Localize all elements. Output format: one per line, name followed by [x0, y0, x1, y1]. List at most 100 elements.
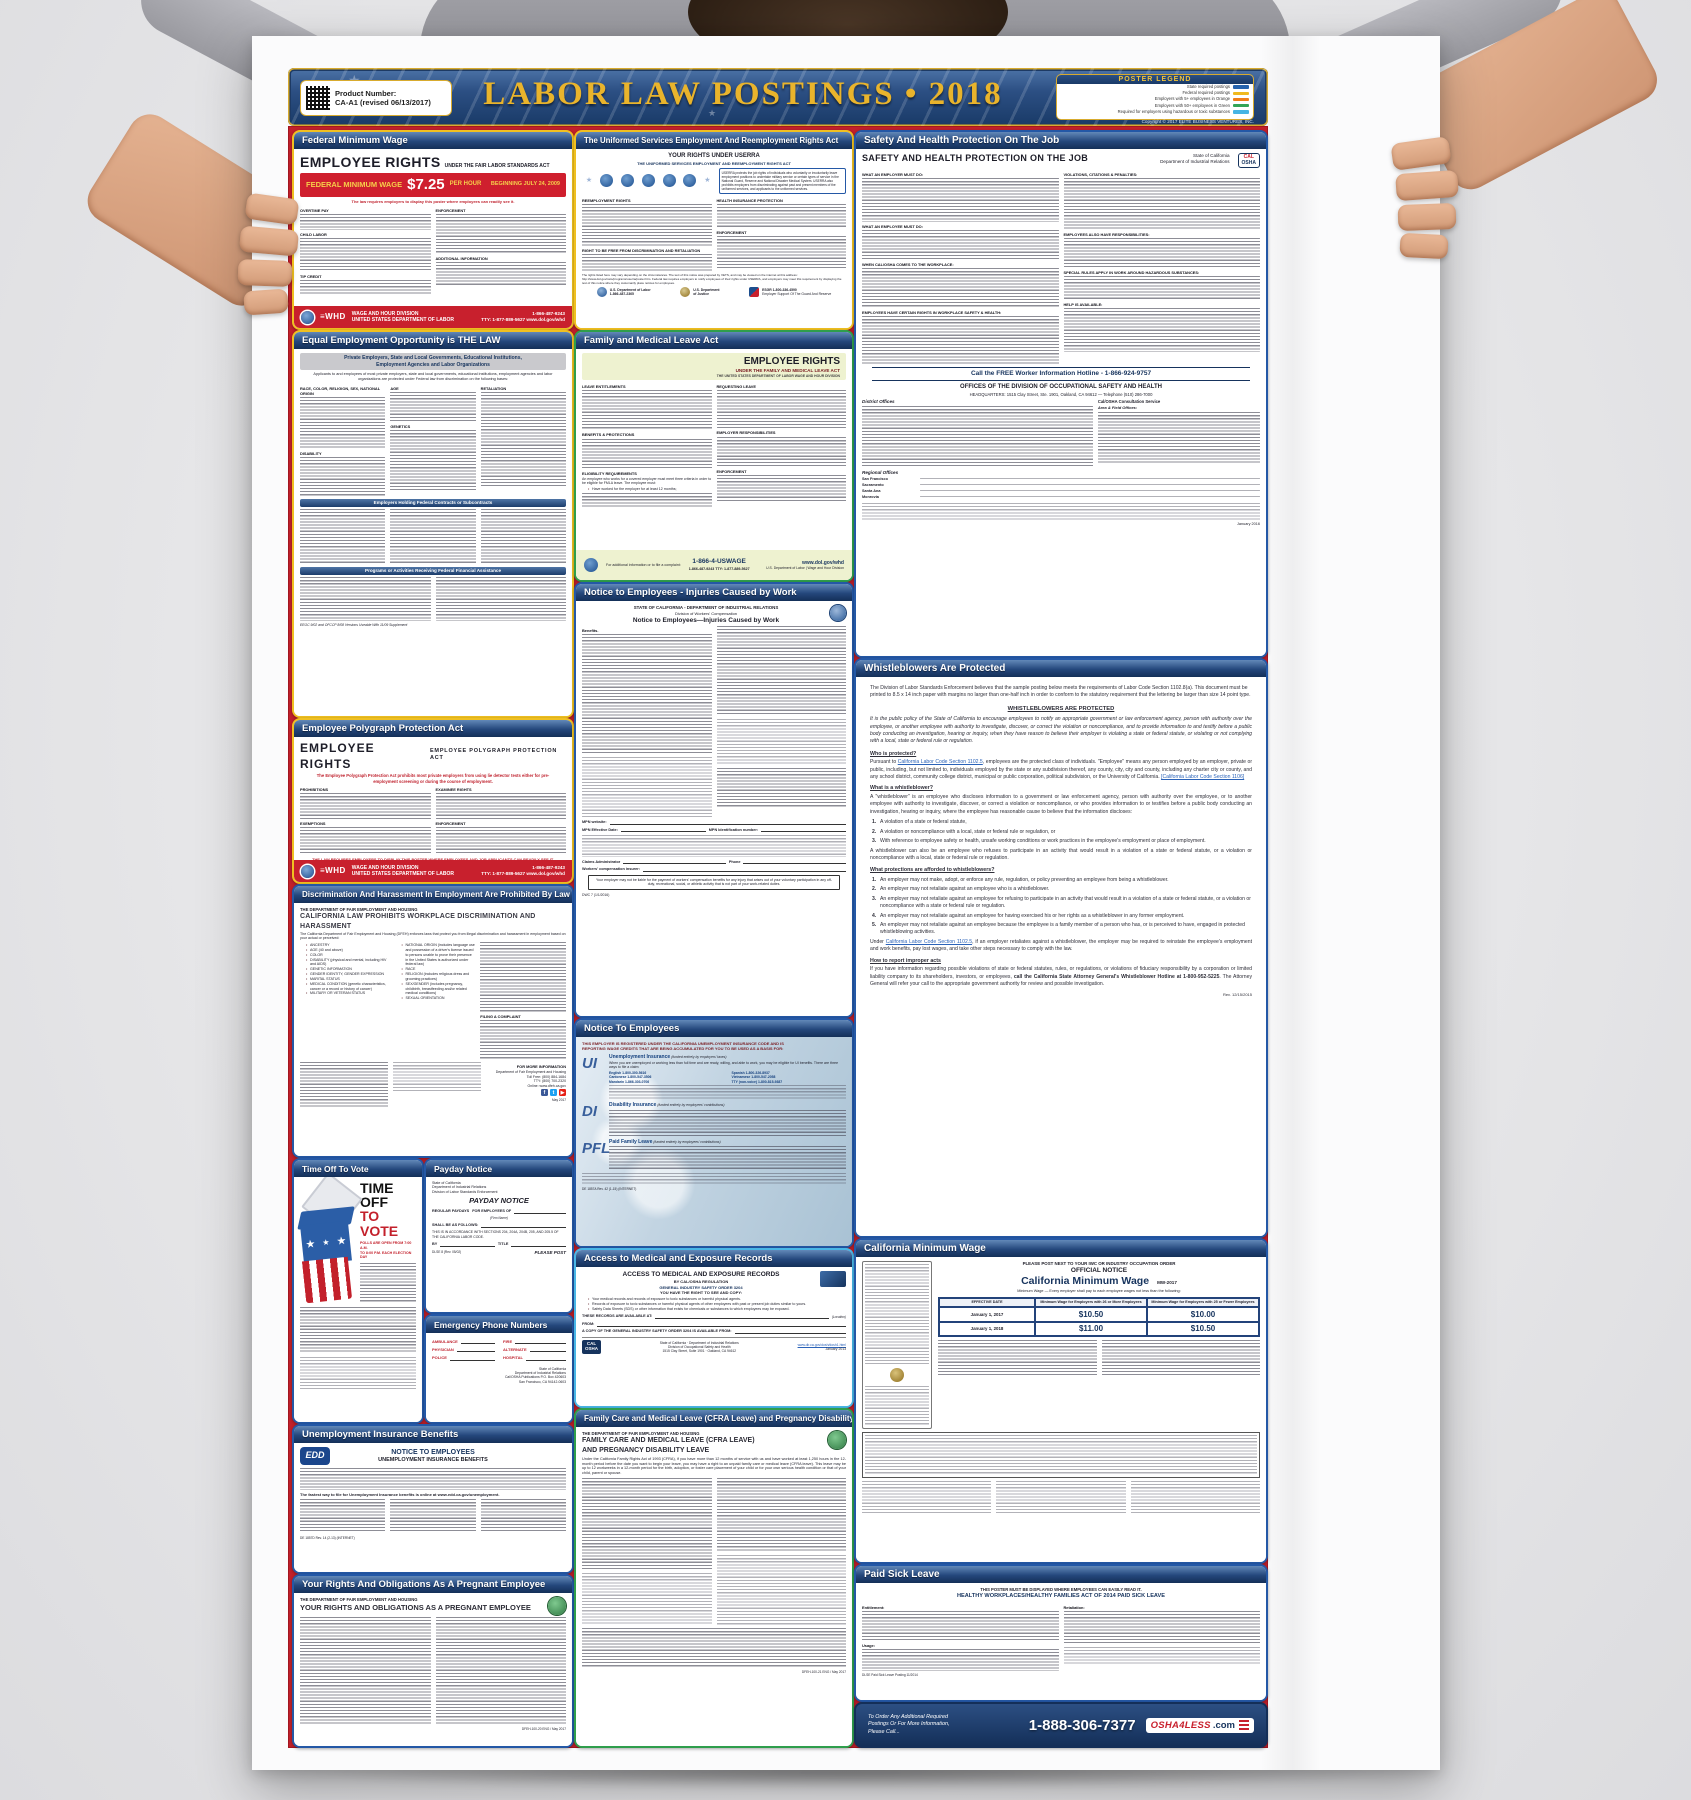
whistle-rev: Rev. 12/15/2015	[1222, 992, 1252, 998]
text-block	[435, 1617, 566, 1725]
text-block	[716, 474, 846, 503]
subheading: SPECIAL RULES APPLY IN WORK AROUND HAZAR…	[1063, 270, 1200, 276]
text-block	[300, 793, 431, 820]
subheading: TIP CREDIT	[300, 274, 322, 280]
payday-title-label: TITLE	[497, 1241, 509, 1246]
whistle-disclosure-item: A violation of a state or federal statut…	[872, 819, 967, 826]
eeo-intro: Applicants to and employees of most priv…	[313, 372, 553, 381]
legend-item: State required postings	[1057, 84, 1253, 90]
text-block	[716, 768, 846, 809]
safety-area-label: Area & Field Offices:	[1097, 405, 1138, 411]
section-title: Notice To Employees	[584, 1023, 680, 1034]
text-block	[716, 626, 846, 717]
mw-amount: $10.50	[1147, 1321, 1259, 1337]
whistle-heading: WHISTLEBLOWERS ARE PROTECTED	[1007, 705, 1115, 712]
cfra-code: DFEH-100-21 ENG / May 2017	[801, 1670, 846, 1675]
esgr-label: ESGR	[762, 287, 772, 292]
subheading: PROHIBITIONS	[300, 787, 329, 793]
vote-big1: TIME OFF	[360, 1180, 394, 1210]
text-block	[300, 1307, 416, 1354]
edd-pfl-sub: (funded entirely by employees' contribut…	[653, 1139, 721, 1144]
subheading: AGE	[390, 385, 399, 391]
subheading: EMPLOYER RESPONSIBILITIES	[716, 430, 776, 436]
section-pregnant-employee: Your Rights And Obligations As A Pregnan…	[292, 1574, 574, 1748]
dol-seal-icon	[596, 287, 607, 298]
subheading: WHAT AN EMPLOYEE MUST DO:	[862, 224, 923, 230]
payday-law: THIS IS IN ACCORDANCE WITH SECTIONS 204,…	[432, 1230, 559, 1239]
edd-phone: Mandarin 1-866-303-0706	[609, 1079, 650, 1084]
subheading: Entitlement:	[862, 1604, 885, 1610]
eeo-version-note: EEOC 9/02 and OFCCP 8/08 Versions Useabl…	[300, 623, 408, 628]
whistle-intro: The Division of Labor Standards Enforcem…	[870, 685, 1251, 699]
fmla-elig-line: An employee who works for a covered empl…	[582, 476, 712, 486]
twitter-icon: t	[550, 1089, 558, 1097]
calosha-logo: CAL OSHA	[582, 1340, 602, 1354]
mw-th: Minimum Wage for Employers with 25 or Fe…	[1147, 1297, 1259, 1308]
vote-big2: TO VOTE	[360, 1208, 399, 1239]
fmla-sub1: UNDER THE FAMILY AND MEDICAL LEAVE ACT	[735, 368, 840, 373]
calosha-logo-osha: OSHA	[585, 1345, 599, 1351]
dol-seal-icon	[301, 310, 314, 324]
payday-firm: (Firm Name)	[490, 1216, 508, 1221]
subheading: EMPLOYEES HAVE CERTAIN RIGHTS IN WORKPLA…	[862, 310, 1002, 316]
whistle-protection-item: An employer may not retaliate against an…	[872, 922, 1245, 936]
legend-chip	[1233, 97, 1249, 102]
section-title: Family and Medical Leave Act	[584, 335, 719, 346]
edd-di-sub: (funded entirely by employees' contribut…	[657, 1103, 725, 1108]
poster-legend: POSTER LEGEND State required postings Fe…	[1056, 74, 1254, 120]
whistle-q1: Who is protected?	[870, 750, 917, 757]
text-block	[300, 1617, 431, 1725]
footer-order3: Please Call...	[868, 1728, 900, 1735]
polygraph-heading2: EMPLOYEE POLYGRAPH PROTECTION ACT	[429, 748, 558, 762]
pregnant-dept: THE DEPARTMENT OF FAIR EMPLOYMENT AND HO…	[300, 1597, 418, 1602]
district-offices-table	[862, 405, 1093, 468]
discrim-basis: DISABILITY (physical and mental, includi…	[306, 958, 390, 968]
injuries-mpn1: MPN website:	[582, 820, 607, 824]
whistle-a4a: If you have information regarding possib…	[870, 966, 1252, 980]
emergency-addr4: San Francisco, CA 94142-0603	[518, 1379, 566, 1384]
text-block	[435, 262, 566, 287]
section-fmla: Family and Medical Leave Act EMPLOYEE RI…	[574, 330, 854, 582]
text-block	[435, 577, 566, 622]
section-equal-employment-opportunity: Equal Employment Opportunity is THE LAW …	[292, 330, 574, 718]
unemployment-fast-line: The fastest way to file for Unemployment…	[300, 1492, 500, 1497]
legend-item: Employers with 50+ employees in Green	[1057, 103, 1253, 109]
mw-date: January 1, 2018	[939, 1321, 1035, 1337]
payday-state: State of California	[432, 1181, 461, 1185]
text-block	[300, 1468, 566, 1490]
text-block	[360, 1263, 416, 1304]
fmw-org: WAGE AND HOUR DIVISION	[351, 311, 419, 317]
footer-order1: To Order Any Additional Required	[868, 1714, 949, 1721]
payday-dept: Department of Industrial Relations	[432, 1185, 487, 1190]
mw-th: EFFECTIVE DATE	[939, 1297, 1035, 1308]
text-block	[582, 438, 712, 469]
subheading: ENFORCEMENT	[435, 207, 466, 213]
discrim-basis: SEX/GENDER (includes pregnancy, childbir…	[401, 982, 475, 997]
text-block	[300, 1062, 389, 1109]
payday-line1: REGULAR PAYDAYS	[432, 1208, 470, 1213]
whistle-q2: What is a whistleblower?	[870, 785, 933, 792]
safety-regional-label: Regional Offices	[862, 469, 899, 475]
section-paid-sick-leave: Paid Sick Leave THIS POSTER MUST BE DISP…	[854, 1564, 1268, 1702]
discrim-basis: ANCESTRY	[306, 943, 390, 948]
dol-label: U.S. Department of Labor	[609, 287, 651, 292]
eeo-subtitle2: Employment Agencies and Labor Organizati…	[376, 361, 490, 368]
regional-city: San Francisco	[862, 476, 888, 481]
legend-chip	[1233, 85, 1249, 89]
text-block	[435, 827, 566, 856]
discrim-basis: MEDICAL CONDITION (genetic characteristi…	[306, 982, 390, 992]
form-blank-line	[460, 1339, 495, 1345]
fmla-bullet: Have worked for the employer for at leas…	[588, 487, 712, 492]
subheading: RIGHT TO BE FREE FROM DISCRIMINATION AND…	[582, 248, 701, 254]
section-injuries-caused-by-work: Notice to Employees - Injuries Caused by…	[574, 582, 854, 1018]
qr-code	[306, 86, 330, 110]
subheading: DISABILITY	[300, 451, 322, 456]
injuries-mpn3: MPN Identification number:	[708, 827, 759, 832]
text-block	[435, 793, 566, 820]
access-sub3: YOU HAVE THE RIGHT TO SEE AND COPY:	[659, 1289, 743, 1295]
esgr-logo-icon	[749, 287, 760, 298]
text-block	[1063, 1646, 1260, 1665]
polygraph-display-line: THE LAW REQUIRES EMPLOYERS TO DISPLAY TH…	[300, 857, 566, 862]
product-number: CA-A1 (revised 06/13/2017)	[335, 98, 431, 107]
fmw-heading: EMPLOYEE RIGHTS	[300, 154, 441, 170]
